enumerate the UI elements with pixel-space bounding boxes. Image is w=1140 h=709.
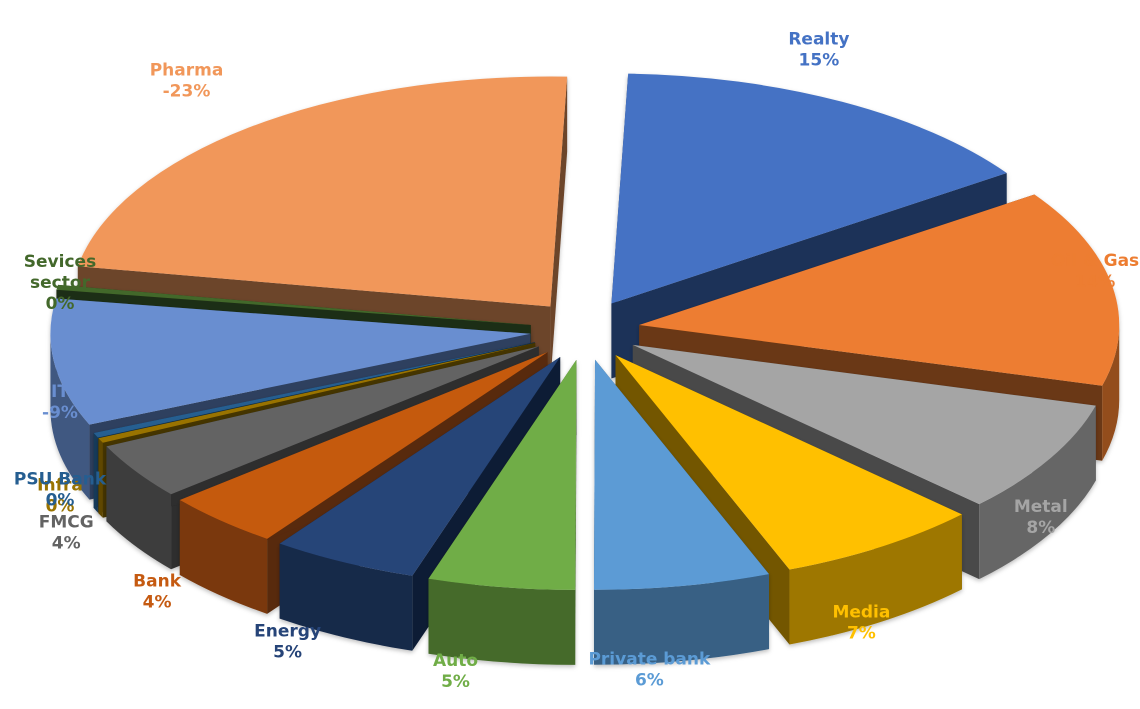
pie-label-private-bank: Private bank 6% <box>588 650 711 691</box>
pie-slice-side <box>93 433 98 513</box>
pie-slice-side <box>789 514 962 645</box>
pie-slice-top <box>632 344 1096 505</box>
pie-slice-top <box>50 298 531 425</box>
pie-slice-top <box>428 359 577 590</box>
pie-slice-wall <box>550 76 568 382</box>
pie-slice-side <box>979 405 1096 580</box>
pie-slice-top <box>93 342 535 438</box>
pie-slice-top <box>106 346 539 495</box>
pie-slice-wall <box>575 359 577 665</box>
pie-label-metal: Metal 8% <box>1014 497 1068 538</box>
pie-label-media: Media 7% <box>832 603 890 644</box>
pie-label-bank: Bank 4% <box>133 572 182 613</box>
pie-slice-side <box>50 333 90 500</box>
pie-slice-top <box>611 73 1007 304</box>
pie-slice-private-bank <box>593 359 770 665</box>
pie-label-oil-gas: Oil & Gas 14% <box>1051 251 1139 292</box>
pie-slice-auto <box>428 359 577 665</box>
pie-slice-top <box>593 359 770 590</box>
pie-label-fmcg: FMCG 4% <box>39 512 94 553</box>
pie-slice-top <box>179 352 548 539</box>
pie-slice-side <box>106 446 172 570</box>
pie-label-realty: Realty 15% <box>788 29 849 70</box>
pie-label-auto: Auto 5% <box>433 651 478 692</box>
pie-slice-side <box>179 499 268 614</box>
pie-label-psu-bank: PSU Bank 0% <box>14 469 107 510</box>
pie-label-it: IT -9% <box>42 382 78 423</box>
pie-slice-top <box>56 284 531 326</box>
pie-slice-side <box>279 543 413 651</box>
pie-slice-top <box>77 76 568 307</box>
pie-slice-side <box>1102 324 1120 461</box>
pie-slice-top <box>98 342 536 443</box>
pie-label-energy: Energy 5% <box>254 621 321 662</box>
pie-slice-side <box>98 438 103 518</box>
pie-slice-side <box>428 578 576 665</box>
pie-label-sevices-sector: Sevices sector 0% <box>24 252 96 314</box>
pie-slice-wall <box>106 346 539 522</box>
pie-label-pharma: Pharma -23% <box>150 60 224 101</box>
pie-slice-side <box>593 574 770 665</box>
pie-slice-top <box>639 194 1120 386</box>
pie-slice-top <box>615 355 962 570</box>
pie-label-infra: Infra 0% <box>37 476 83 517</box>
pie-slice-top <box>279 356 561 576</box>
